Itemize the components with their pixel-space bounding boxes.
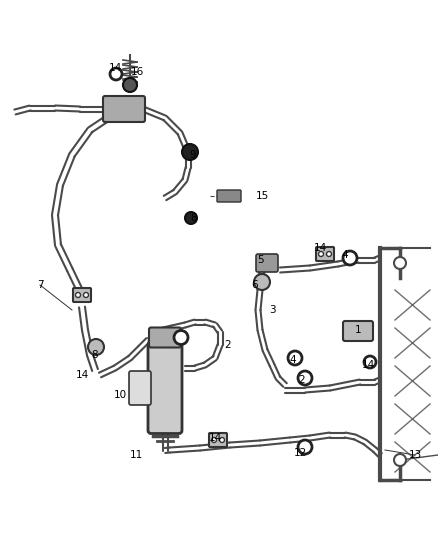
FancyBboxPatch shape	[343, 321, 373, 341]
Text: 3: 3	[268, 305, 276, 315]
FancyBboxPatch shape	[103, 96, 145, 122]
Circle shape	[110, 68, 122, 80]
FancyBboxPatch shape	[209, 433, 227, 447]
Text: 2: 2	[299, 375, 305, 385]
Text: 14: 14	[75, 370, 88, 380]
Text: 4: 4	[290, 355, 297, 365]
Text: 2: 2	[225, 340, 231, 350]
Text: 7: 7	[37, 280, 43, 290]
Circle shape	[394, 257, 406, 269]
Text: 14: 14	[313, 243, 327, 253]
Circle shape	[185, 212, 197, 224]
Text: 10: 10	[113, 390, 127, 400]
Circle shape	[298, 371, 312, 385]
FancyBboxPatch shape	[256, 254, 278, 272]
Circle shape	[75, 293, 81, 297]
Circle shape	[254, 274, 270, 290]
Text: 9: 9	[190, 150, 196, 160]
Text: 14: 14	[361, 360, 374, 370]
Circle shape	[364, 356, 376, 368]
Circle shape	[123, 78, 137, 92]
Circle shape	[88, 339, 104, 355]
Text: 6: 6	[252, 280, 258, 290]
Text: 4: 4	[342, 250, 348, 260]
Circle shape	[84, 293, 88, 297]
Circle shape	[298, 440, 312, 454]
FancyBboxPatch shape	[149, 327, 181, 348]
Text: 15: 15	[255, 191, 268, 201]
Text: 16: 16	[131, 67, 144, 77]
Text: 11: 11	[129, 450, 143, 460]
Circle shape	[288, 351, 302, 365]
Circle shape	[182, 144, 198, 160]
FancyBboxPatch shape	[73, 288, 91, 302]
FancyBboxPatch shape	[217, 190, 241, 202]
Text: 8: 8	[92, 350, 98, 360]
FancyBboxPatch shape	[148, 343, 182, 433]
Text: 14: 14	[108, 63, 122, 73]
Text: 13: 13	[408, 450, 422, 460]
Text: 12: 12	[293, 448, 307, 458]
Circle shape	[394, 454, 406, 466]
Circle shape	[318, 252, 324, 256]
FancyBboxPatch shape	[129, 371, 151, 405]
Circle shape	[343, 251, 357, 265]
Circle shape	[212, 438, 216, 442]
Text: 14: 14	[208, 433, 222, 443]
Circle shape	[326, 252, 332, 256]
Circle shape	[219, 438, 225, 442]
Text: 1: 1	[355, 325, 361, 335]
FancyBboxPatch shape	[316, 247, 334, 261]
Circle shape	[174, 330, 188, 344]
Text: 5: 5	[257, 255, 263, 265]
Text: 8: 8	[191, 213, 197, 223]
